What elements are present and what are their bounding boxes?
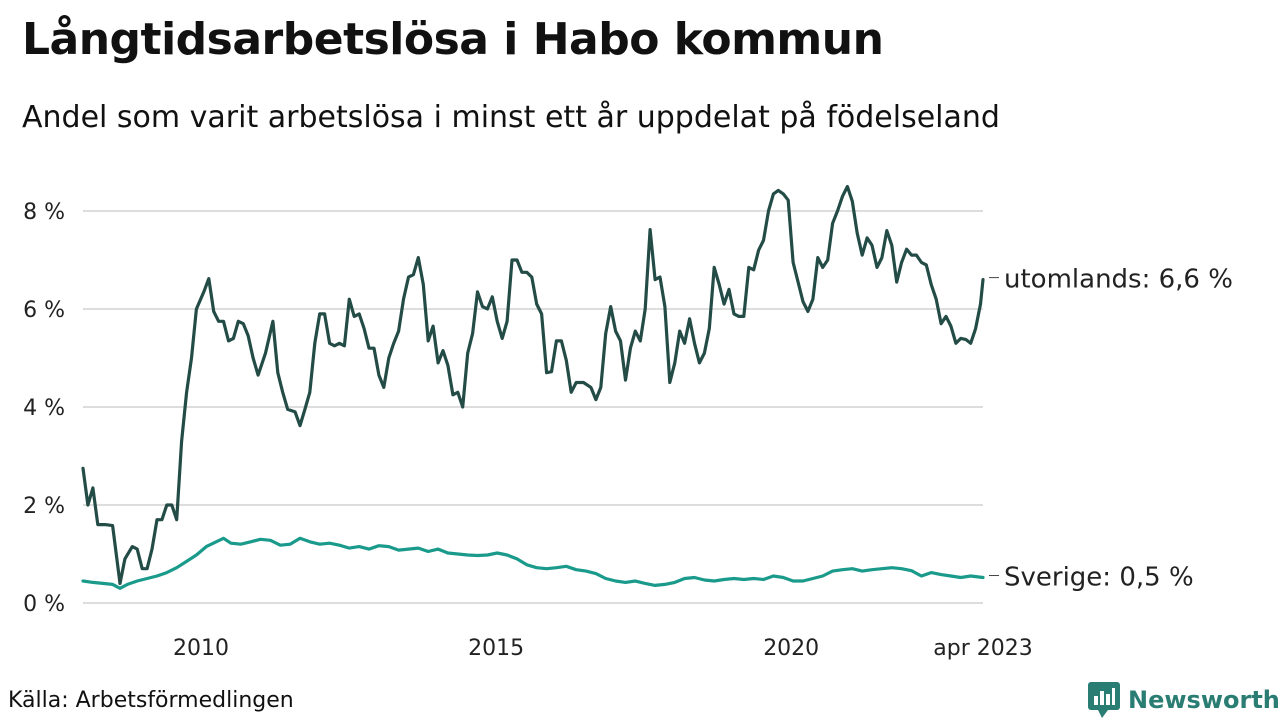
x-tick-label: 2015 (468, 636, 524, 661)
end-labels: utomlands: 6,6 % Sverige: 0,5 % (989, 265, 1233, 593)
chart-title: Långtidsarbetslösa i Habo kommun (22, 14, 884, 65)
y-tick-label: 0 % (23, 592, 65, 617)
series-lines (81, 184, 985, 590)
end-label-utomlands: utomlands: 6,6 % (1004, 265, 1233, 295)
newsworthy-icon (1088, 682, 1120, 718)
series-line-sverige (81, 536, 985, 590)
source-note: Källa: Arbetsförmedlingen (8, 688, 294, 713)
y-tick-label: 8 % (23, 200, 65, 225)
y-tick-label: 6 % (23, 298, 65, 323)
line-chart: 0 % 2 % 4 % 6 % 8 % 2010 2015 2020 apr 2023 uto… (23, 184, 1233, 661)
series-line-utomlands (81, 184, 985, 585)
brand-name: Newsworthy (1128, 686, 1280, 714)
chart-subtitle: Andel som varit arbetslösa i minst ett å… (22, 100, 1000, 135)
y-tick-label: 4 % (23, 396, 65, 421)
end-label-sverige: Sverige: 0,5 % (1004, 563, 1194, 593)
x-tick-label: 2010 (173, 636, 229, 661)
gridlines (83, 210, 983, 604)
x-axis: 2010 2015 2020 apr 2023 (173, 636, 1033, 661)
x-tick-label: apr 2023 (933, 636, 1032, 661)
x-tick-label: 2020 (763, 636, 819, 661)
y-axis: 0 % 2 % 4 % 6 % 8 % (23, 200, 65, 617)
y-tick-label: 2 % (23, 494, 65, 519)
brand-logo[interactable]: Newsworthy (1088, 682, 1280, 718)
